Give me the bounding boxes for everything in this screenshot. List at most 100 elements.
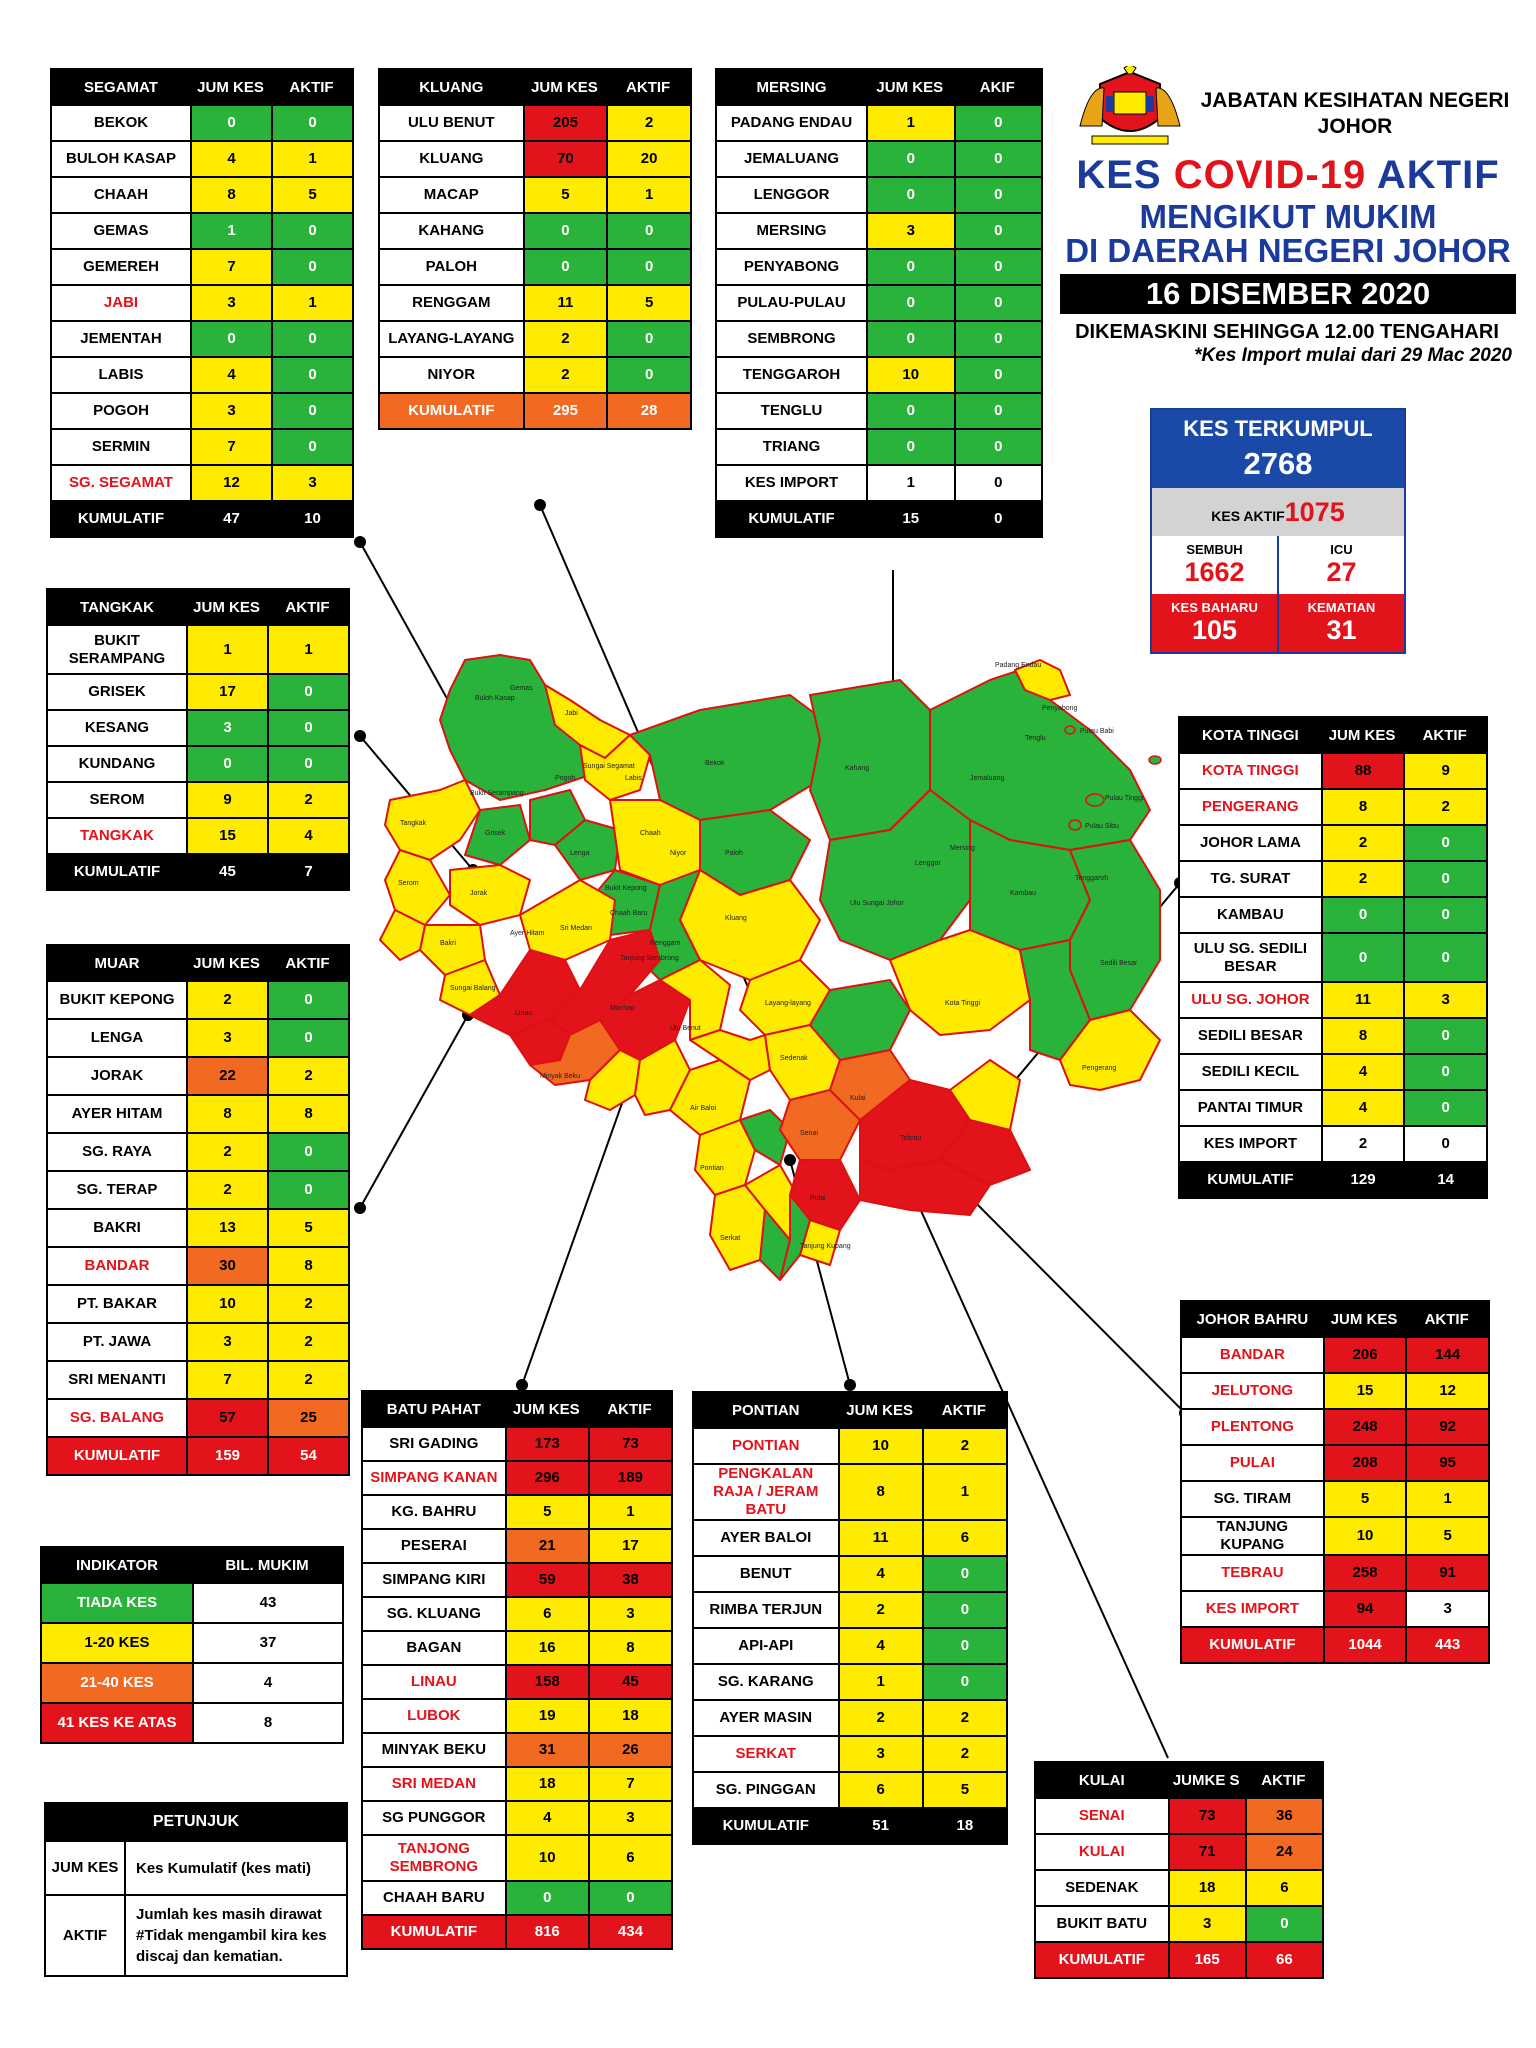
table-row: KOTA TINGGI 88 9 [1180, 752, 1486, 788]
aktif-value: 9 [1403, 752, 1486, 788]
jum-kes-value: 0 [866, 176, 954, 212]
active-panel: KES AKTIF1075 [1152, 488, 1404, 536]
aktif-value: 2 [1403, 788, 1486, 824]
mukim-name: PT. BAKAR [48, 1284, 186, 1322]
aktif-value: 0 [1403, 1053, 1486, 1089]
indicator-row: 21-40 KES 4 [42, 1662, 342, 1702]
map-label-tanjung-sembrong: Tanjung Sembrong [620, 955, 679, 962]
jum-kes-value: 10 [504, 1834, 588, 1880]
jum-kes-value: 0 [866, 284, 954, 320]
total-jum-kes: 295 [522, 392, 607, 428]
table-row: MINYAK BEKU 31 26 [363, 1732, 671, 1766]
jum-kes-value: 0 [522, 248, 607, 284]
table-row: SIMPANG KANAN 296 189 [363, 1460, 671, 1494]
map-region-sungai-tiram [949, 1059, 1021, 1131]
map-island-pulau-sibu [1068, 819, 1082, 831]
aktif-value: 5 [271, 176, 352, 212]
aktif-value: 0 [953, 428, 1041, 464]
column-header-aktif: AKTIF [267, 590, 348, 624]
map-island-pulau-tinggi [1085, 793, 1105, 807]
aktif-value: 95 [1405, 1444, 1488, 1480]
map-label-bakri: Bakri [440, 940, 456, 947]
import-note: *Kes Import mulai dari 29 Mac 2020 [1194, 345, 1512, 366]
deaths-panel: KEMATIAN 31 [1279, 594, 1404, 652]
table-row: AYER HITAM 8 8 [48, 1094, 348, 1132]
table-pontian: PONTIAN JUM KES AKTIF PONTIAN 10 2 PENGKALAN R… [692, 1391, 1008, 1845]
map-label-grisek: Grisek [485, 830, 506, 837]
mukim-name: TANGKAK [48, 817, 186, 853]
aktif-value: 3 [271, 464, 352, 500]
jum-kes-value: 1 [186, 624, 267, 673]
jum-kes-value: 5 [522, 176, 607, 212]
indicator-count: 43 [192, 1582, 342, 1622]
mukim-name: SENAI [1036, 1797, 1168, 1833]
aktif-value: 4 [267, 817, 348, 853]
aktif-value: 6 [587, 1834, 671, 1880]
new-cases-value: 105 [1191, 615, 1238, 645]
mukim-name: PADANG ENDAU [717, 104, 867, 140]
total-jum-kes: 129 [1320, 1161, 1404, 1197]
total-aktif: 434 [587, 1914, 671, 1948]
aktif-value: 1 [587, 1494, 671, 1528]
mukim-name: SEDILI BESAR [1180, 1017, 1321, 1053]
aktif-value: 5 [606, 284, 690, 320]
aktif-value: 6 [1244, 1869, 1322, 1905]
mukim-name: TRIANG [717, 428, 867, 464]
title-kes: KES [1076, 153, 1162, 197]
table-row: SENAI 73 36 [1036, 1797, 1322, 1833]
jum-kes-value: 2 [522, 320, 607, 356]
recovered-panel: SEMBUH 1662 [1152, 536, 1279, 594]
map-region-muar-coast [379, 909, 426, 961]
mukim-name: KAMBAU [1180, 896, 1321, 932]
map-label-ulu-benut: Ulu Benut [670, 1025, 701, 1032]
new-deaths-row: KES BAHARU 105 KEMATIAN 31 [1152, 594, 1404, 652]
total-aktif: 54 [267, 1436, 348, 1474]
district-name: MUAR [48, 946, 186, 980]
aktif-value: 0 [1403, 932, 1486, 981]
indicator-row: TIADA KES 43 [42, 1582, 342, 1622]
jum-kes-value: 4 [190, 140, 271, 176]
mukim-name: BAGAN [363, 1630, 505, 1664]
table-row: SG. TERAP 2 0 [48, 1170, 348, 1208]
map-region-grisek [464, 804, 531, 866]
aktif-value: 0 [953, 320, 1041, 356]
jum-kes-value: 88 [1320, 752, 1404, 788]
total-label: KUMULATIF [363, 1914, 505, 1948]
aktif-value: 73 [587, 1426, 671, 1460]
jum-kes-value: 248 [1322, 1408, 1406, 1444]
aktif-value: 2 [921, 1699, 1006, 1735]
jum-kes-value: 6 [837, 1771, 922, 1807]
table-row: NIYOR 2 0 [380, 356, 690, 392]
total-row: KUMULATIF 47 10 [52, 500, 352, 536]
title-aktif: AKTIF [1376, 153, 1500, 197]
mukim-name: KULAI [1036, 1833, 1168, 1869]
total-aktif: 66 [1244, 1941, 1322, 1977]
table-row: BUKIT BATU 3 0 [1036, 1905, 1322, 1941]
table-row: GRISEK 17 0 [48, 673, 348, 709]
district-name: TANGKAK [48, 590, 186, 624]
mukim-name: PT. JAWA [48, 1322, 186, 1360]
table-row: SEROM 9 2 [48, 781, 348, 817]
table-row: RIMBA TERJUN 2 0 [694, 1591, 1006, 1627]
johor-map: Jabi Buloh Kasap Gemas Sungai Segamat Po… [379, 654, 1162, 1281]
jum-kes-value: 94 [1322, 1590, 1406, 1626]
aktif-value: 0 [953, 248, 1041, 284]
mukim-name: AYER BALOI [694, 1519, 838, 1555]
total-jum-kes: 51 [837, 1807, 922, 1843]
count-header: BIL. MUKIM [192, 1548, 342, 1582]
jum-kes-value: 17 [186, 673, 267, 709]
new-cases-panel: KES BAHARU 105 [1152, 594, 1279, 652]
cumulative-value: 2768 [1243, 446, 1313, 481]
jum-kes-value: 0 [866, 140, 954, 176]
table-row: BUKIT SERAMPANG 1 1 [48, 624, 348, 673]
mukim-name: JOHOR LAMA [1180, 824, 1321, 860]
aktif-value: 0 [1403, 860, 1486, 896]
table-row: PADANG ENDAU 1 0 [717, 104, 1041, 140]
jum-kes-value: 11 [1320, 981, 1404, 1017]
jum-kes-value: 2 [837, 1699, 922, 1735]
map-label-chaah-baru: Chaah Baru [610, 910, 647, 917]
table-row: GEMAS 1 0 [52, 212, 352, 248]
table-row: ULU BENUT 205 2 [380, 104, 690, 140]
total-aktif: 18 [921, 1807, 1006, 1843]
mukim-name: JORAK [48, 1056, 186, 1094]
